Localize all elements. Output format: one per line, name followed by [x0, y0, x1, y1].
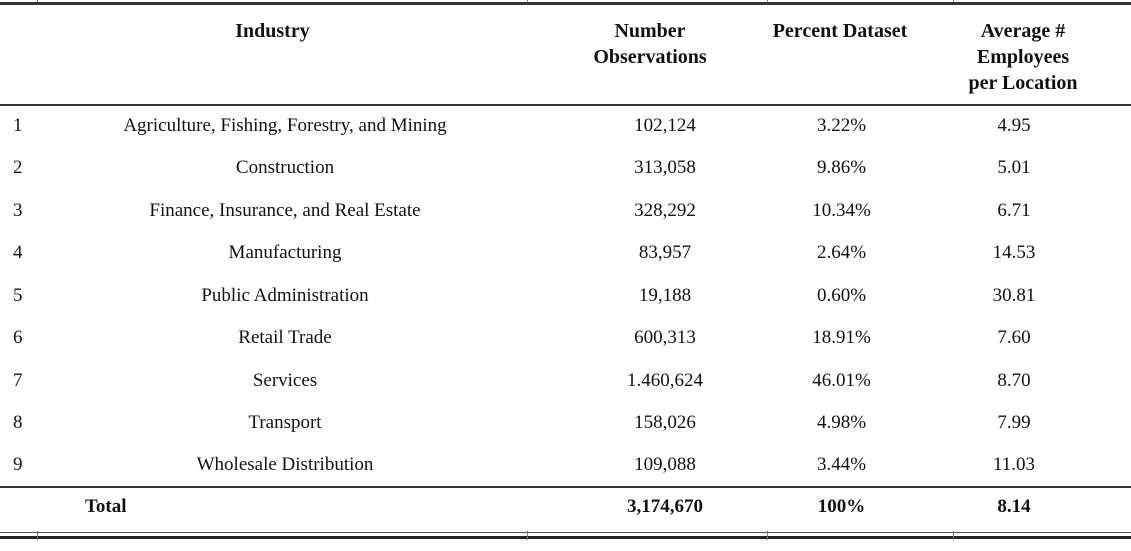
row-index: 4 [13, 242, 23, 264]
table-row: 7 Services 1.460,624 46.01% 8.70 [0, 360, 1131, 403]
industry-name: Agriculture, Fishing, Forestry, and Mini… [123, 115, 447, 137]
header-average-employees: Average # Employees per Location [968, 20, 1078, 94]
header-industry: Industry [235, 20, 310, 42]
industry-name: Wholesale Distribution [196, 454, 374, 476]
column-boundary-tick [767, 0, 768, 2]
industry-name: Finance, Insurance, and Real Estate [149, 199, 421, 221]
bottom-rule-thin [0, 532, 1131, 533]
observations-value: 1.460,624 [627, 369, 703, 391]
observations-value: 109,088 [634, 454, 696, 476]
row-index: 8 [13, 412, 23, 434]
table-row: 6 Retail Trade 600,313 18.91% 7.60 [0, 317, 1131, 360]
table-row: 5 Public Administration 19,188 0.60% 30.… [0, 275, 1131, 318]
bottom-double-rule [0, 531, 1131, 541]
industry-name: Services [252, 369, 318, 391]
observations-value: 313,058 [634, 157, 696, 179]
percent-value: 10.34% [812, 199, 871, 221]
percent-value: 3.22% [816, 115, 867, 137]
row-index: 3 [13, 199, 23, 221]
industry-name: Transport [248, 412, 322, 434]
industry-name: Construction [235, 157, 335, 179]
average-value: 14.53 [992, 242, 1036, 264]
total-observations: 3,174,670 [627, 496, 703, 517]
column-boundary-tick [527, 0, 528, 2]
observations-value: 328,292 [634, 199, 696, 221]
table-row: 4 Manufacturing 83,957 2.64% 14.53 [0, 232, 1131, 275]
observations-value: 102,124 [634, 115, 696, 137]
percent-value: 4.98% [816, 412, 867, 434]
percent-value: 9.86% [816, 157, 867, 179]
table-row: 1 Agriculture, Fishing, Forestry, and Mi… [0, 105, 1131, 148]
observations-value: 83,957 [638, 242, 692, 264]
average-value: 11.03 [992, 454, 1036, 476]
row-index: 7 [13, 369, 23, 391]
average-value: 4.95 [997, 115, 1031, 137]
observations-value: 600,313 [634, 327, 696, 349]
observations-value: 19,188 [638, 284, 692, 306]
row-index: 9 [13, 454, 23, 476]
industry-name: Manufacturing [228, 242, 342, 264]
total-label: Total [85, 496, 127, 517]
header-number-observations: Number Observations [593, 20, 707, 68]
percent-value: 0.60% [816, 284, 867, 306]
column-boundary-tick [37, 0, 38, 2]
industry-summary-table: Industry Number Observations Percent Dat… [0, 2, 1131, 526]
industry-name: Public Administration [201, 284, 369, 306]
column-boundary-tick [37, 531, 38, 540]
average-value: 7.99 [997, 412, 1031, 434]
average-value: 6.71 [997, 199, 1031, 221]
industry-name: Retail Trade [238, 327, 332, 349]
table-row: 8 Transport 158,026 4.98% 7.99 [0, 402, 1131, 445]
header-row: Industry Number Observations Percent Dat… [0, 4, 1131, 105]
row-index: 6 [13, 327, 23, 349]
table-row: 9 Wholesale Distribution 109,088 3.44% 1… [0, 445, 1131, 488]
header-index [0, 4, 40, 105]
row-index: 2 [13, 157, 23, 179]
total-index-empty [0, 487, 40, 526]
table-row: 2 Construction 313,058 9.86% 5.01 [0, 147, 1131, 190]
top-border-stubs [0, 0, 1131, 2]
bottom-rule-thick [0, 536, 1131, 539]
total-row: Total 3,174,670 100% 8.14 [0, 487, 1131, 526]
total-average: 8.14 [997, 496, 1031, 517]
column-boundary-tick [953, 0, 954, 2]
percent-value: 3.44% [816, 454, 867, 476]
column-boundary-tick [527, 531, 528, 540]
column-boundary-tick [767, 531, 768, 540]
average-value: 30.81 [992, 284, 1036, 306]
percent-value: 2.64% [816, 242, 867, 264]
average-value: 8.70 [997, 369, 1031, 391]
percent-value: 46.01% [812, 369, 871, 391]
percent-value: 18.91% [812, 327, 871, 349]
row-index: 1 [13, 115, 23, 137]
header-percent-dataset: Percent Dataset [772, 20, 908, 42]
average-value: 7.60 [997, 327, 1031, 349]
column-boundary-tick [953, 531, 954, 540]
table-row: 3 Finance, Insurance, and Real Estate 32… [0, 190, 1131, 233]
average-value: 5.01 [997, 157, 1031, 179]
row-index: 5 [13, 284, 23, 306]
observations-value: 158,026 [634, 412, 696, 434]
total-percent: 100% [817, 496, 866, 517]
